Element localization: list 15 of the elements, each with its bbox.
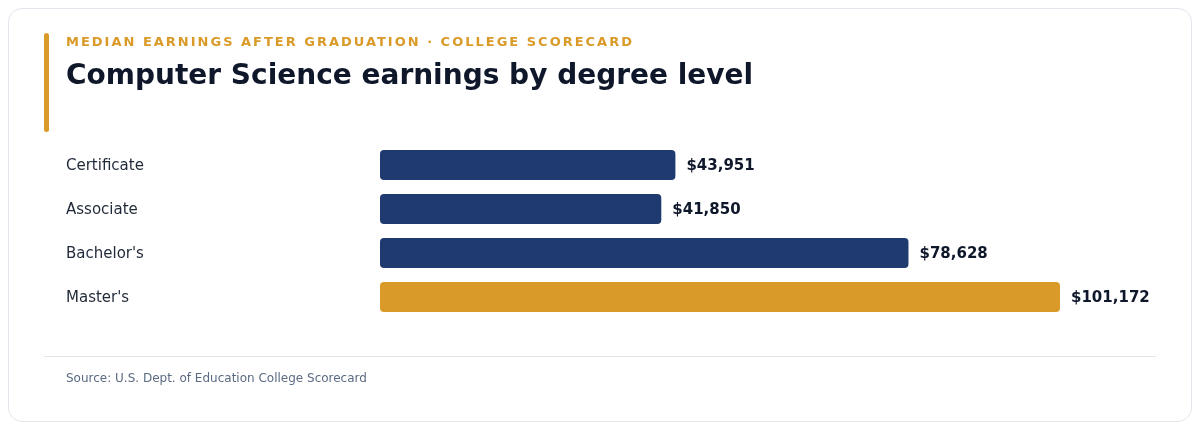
- bar: [380, 282, 1060, 312]
- chart-subtitle: MEDIAN EARNINGS AFTER GRADUATION · COLLEGE SCORECARD: [66, 34, 634, 49]
- bar: [380, 150, 676, 180]
- data-label: $101,172: [1071, 288, 1150, 307]
- y-tick-label: Bachelor's: [66, 244, 145, 262]
- y-tick-label: Associate: [66, 200, 138, 218]
- data-label: $41,850: [672, 200, 741, 219]
- data-label: $43,951: [686, 156, 755, 175]
- data-label: $78,628: [919, 244, 988, 263]
- y-tick-label: Certificate: [66, 156, 144, 174]
- bar: [380, 238, 909, 268]
- bar: [380, 194, 662, 224]
- y-tick-label: Master's: [66, 288, 130, 306]
- source-note: Source: U.S. Dept. of Education College Scorecard: [66, 371, 367, 385]
- chart-title: Computer Science earnings by degree level: [66, 58, 754, 91]
